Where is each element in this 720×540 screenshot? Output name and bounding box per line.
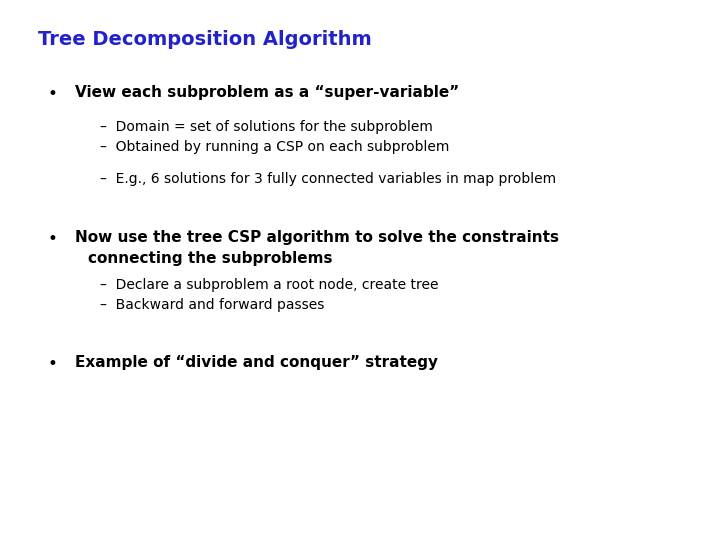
Text: –  Backward and forward passes: – Backward and forward passes	[100, 298, 325, 312]
Text: •: •	[48, 85, 58, 103]
Text: •: •	[48, 355, 58, 373]
Text: •: •	[48, 230, 58, 248]
Text: –  E.g., 6 solutions for 3 fully connected variables in map problem: – E.g., 6 solutions for 3 fully connecte…	[100, 172, 556, 186]
Text: Now use the tree CSP algorithm to solve the constraints: Now use the tree CSP algorithm to solve …	[75, 230, 559, 245]
Text: –  Obtained by running a CSP on each subproblem: – Obtained by running a CSP on each subp…	[100, 140, 449, 154]
Text: View each subproblem as a “super-variable”: View each subproblem as a “super-variabl…	[75, 85, 459, 100]
Text: connecting the subproblems: connecting the subproblems	[88, 251, 333, 266]
Text: –  Declare a subproblem a root node, create tree: – Declare a subproblem a root node, crea…	[100, 278, 438, 292]
Text: –  Domain = set of solutions for the subproblem: – Domain = set of solutions for the subp…	[100, 120, 433, 134]
Text: Tree Decomposition Algorithm: Tree Decomposition Algorithm	[38, 30, 372, 49]
Text: Example of “divide and conquer” strategy: Example of “divide and conquer” strategy	[75, 355, 438, 370]
